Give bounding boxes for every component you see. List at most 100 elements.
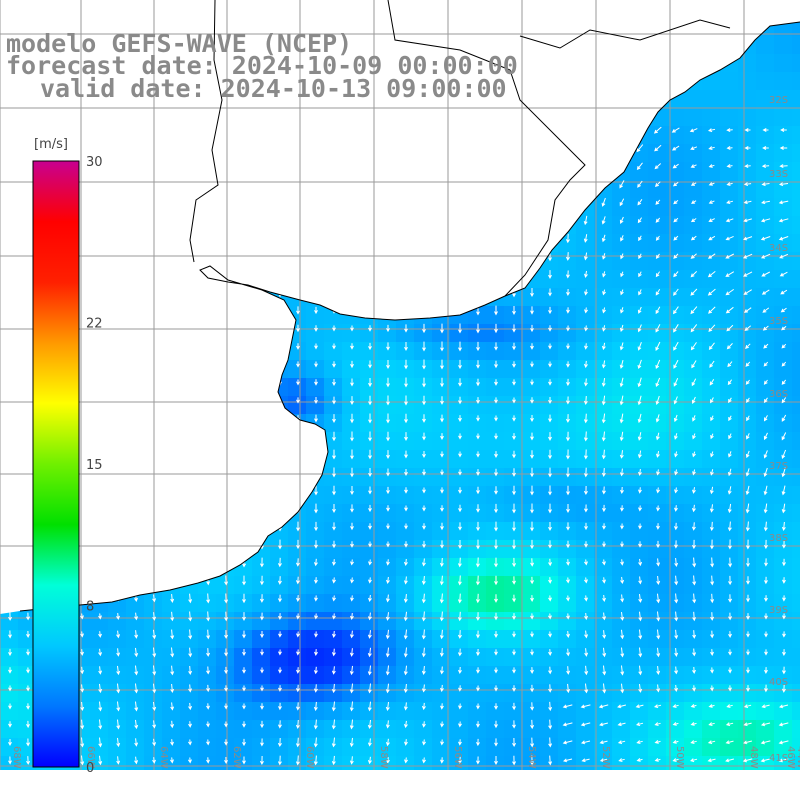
wind-arrow xyxy=(602,307,606,314)
wind-arrow xyxy=(782,577,786,584)
wind-arrow xyxy=(26,630,30,639)
wind-arrow xyxy=(278,324,282,333)
wind-arrow xyxy=(224,451,228,458)
wind-arrow xyxy=(781,467,786,478)
wind-arrow xyxy=(548,325,552,332)
wind-arrow xyxy=(725,271,735,277)
wind-arrow xyxy=(494,305,498,316)
wind-arrow xyxy=(672,722,679,726)
wind-arrow xyxy=(562,722,573,727)
wind-arrow xyxy=(350,449,354,460)
wind-arrow xyxy=(224,341,228,352)
wind-arrow xyxy=(296,180,300,189)
lon-label: 50W xyxy=(674,746,685,769)
lon-label: 66W xyxy=(85,746,96,769)
wind-arrow xyxy=(26,557,31,568)
wind-arrow xyxy=(636,126,644,135)
wind-arrow xyxy=(583,215,588,226)
wind-arrow xyxy=(224,575,229,586)
wind-arrow xyxy=(188,288,192,297)
wind-arrow xyxy=(170,125,174,136)
wind-arrow xyxy=(458,540,462,550)
valid-date: valid date: 2024-10-13 09:00:00 xyxy=(40,74,507,103)
wind-arrow xyxy=(494,451,498,458)
wind-arrow xyxy=(583,179,588,190)
wind-arrow xyxy=(313,737,318,748)
wind-arrow xyxy=(170,739,174,746)
wind-arrow xyxy=(296,324,300,333)
wind-arrow xyxy=(530,397,534,404)
wind-arrow xyxy=(672,740,679,744)
wind-arrow xyxy=(530,450,534,459)
wind-arrow xyxy=(457,575,462,586)
wind-arrow xyxy=(656,558,661,567)
wind-arrow xyxy=(386,413,390,424)
wind-arrow xyxy=(278,667,282,674)
wind-arrow xyxy=(134,486,138,495)
wind-arrow xyxy=(494,199,498,207)
wind-arrow xyxy=(476,415,480,422)
wind-arrow xyxy=(745,361,751,367)
wind-arrow xyxy=(457,557,462,568)
wind-arrow xyxy=(691,396,696,404)
wind-arrow xyxy=(224,235,228,242)
wind-arrow xyxy=(745,485,750,496)
wind-arrow xyxy=(458,235,462,242)
wind-arrow xyxy=(224,433,228,440)
wind-arrow xyxy=(8,667,12,674)
wind-arrow xyxy=(709,521,714,532)
wind-arrow xyxy=(80,432,84,441)
wind-arrow xyxy=(224,163,228,170)
wind-arrow xyxy=(601,559,606,566)
wind-arrow xyxy=(170,161,174,172)
wind-arrow xyxy=(763,450,768,459)
wind-arrow xyxy=(26,379,30,386)
wind-arrow xyxy=(672,704,679,708)
wind-arrow xyxy=(458,504,462,513)
wind-arrow xyxy=(764,649,768,656)
wind-arrow xyxy=(440,469,444,476)
wind-arrow xyxy=(690,722,697,726)
wind-arrow xyxy=(778,740,789,745)
wind-arrow xyxy=(619,198,625,207)
wind-arrow xyxy=(476,269,480,280)
wind-arrow xyxy=(566,666,571,675)
wind-arrow xyxy=(349,719,354,730)
wind-arrow xyxy=(296,397,300,404)
wind-arrow xyxy=(708,342,715,351)
wind-arrow xyxy=(439,666,444,675)
wind-arrow xyxy=(80,397,84,404)
wind-arrow xyxy=(422,487,426,494)
wind-arrow xyxy=(152,216,156,225)
wind-arrow xyxy=(620,647,625,658)
wind-arrow xyxy=(728,631,732,638)
wind-arrow xyxy=(710,415,714,422)
wind-arrow xyxy=(278,145,282,152)
lat-label: 37S xyxy=(769,461,788,472)
wind-arrow xyxy=(98,162,102,172)
wind-arrow xyxy=(780,128,787,132)
wind-arrow xyxy=(314,595,318,602)
wind-arrow xyxy=(566,343,570,350)
wind-arrow xyxy=(674,648,679,657)
wind-arrow xyxy=(224,703,228,710)
wind-arrow xyxy=(458,433,462,440)
wind-arrow xyxy=(745,539,750,550)
wind-arrow xyxy=(548,649,552,656)
wind-arrow xyxy=(224,323,228,334)
wind-arrow xyxy=(673,235,679,241)
wind-arrow xyxy=(206,557,211,568)
wind-arrow xyxy=(727,361,733,368)
wind-arrow xyxy=(655,235,660,241)
wind-arrow xyxy=(350,126,354,135)
wind-arrow xyxy=(295,702,300,711)
wind-arrow xyxy=(152,523,156,530)
wind-arrow xyxy=(152,486,156,495)
wind-arrow xyxy=(295,558,300,567)
wind-arrow xyxy=(188,341,192,352)
wind-arrow xyxy=(746,576,750,585)
wind-arrow xyxy=(386,505,390,512)
wind-arrow xyxy=(8,486,12,495)
wind-arrow xyxy=(206,341,210,352)
